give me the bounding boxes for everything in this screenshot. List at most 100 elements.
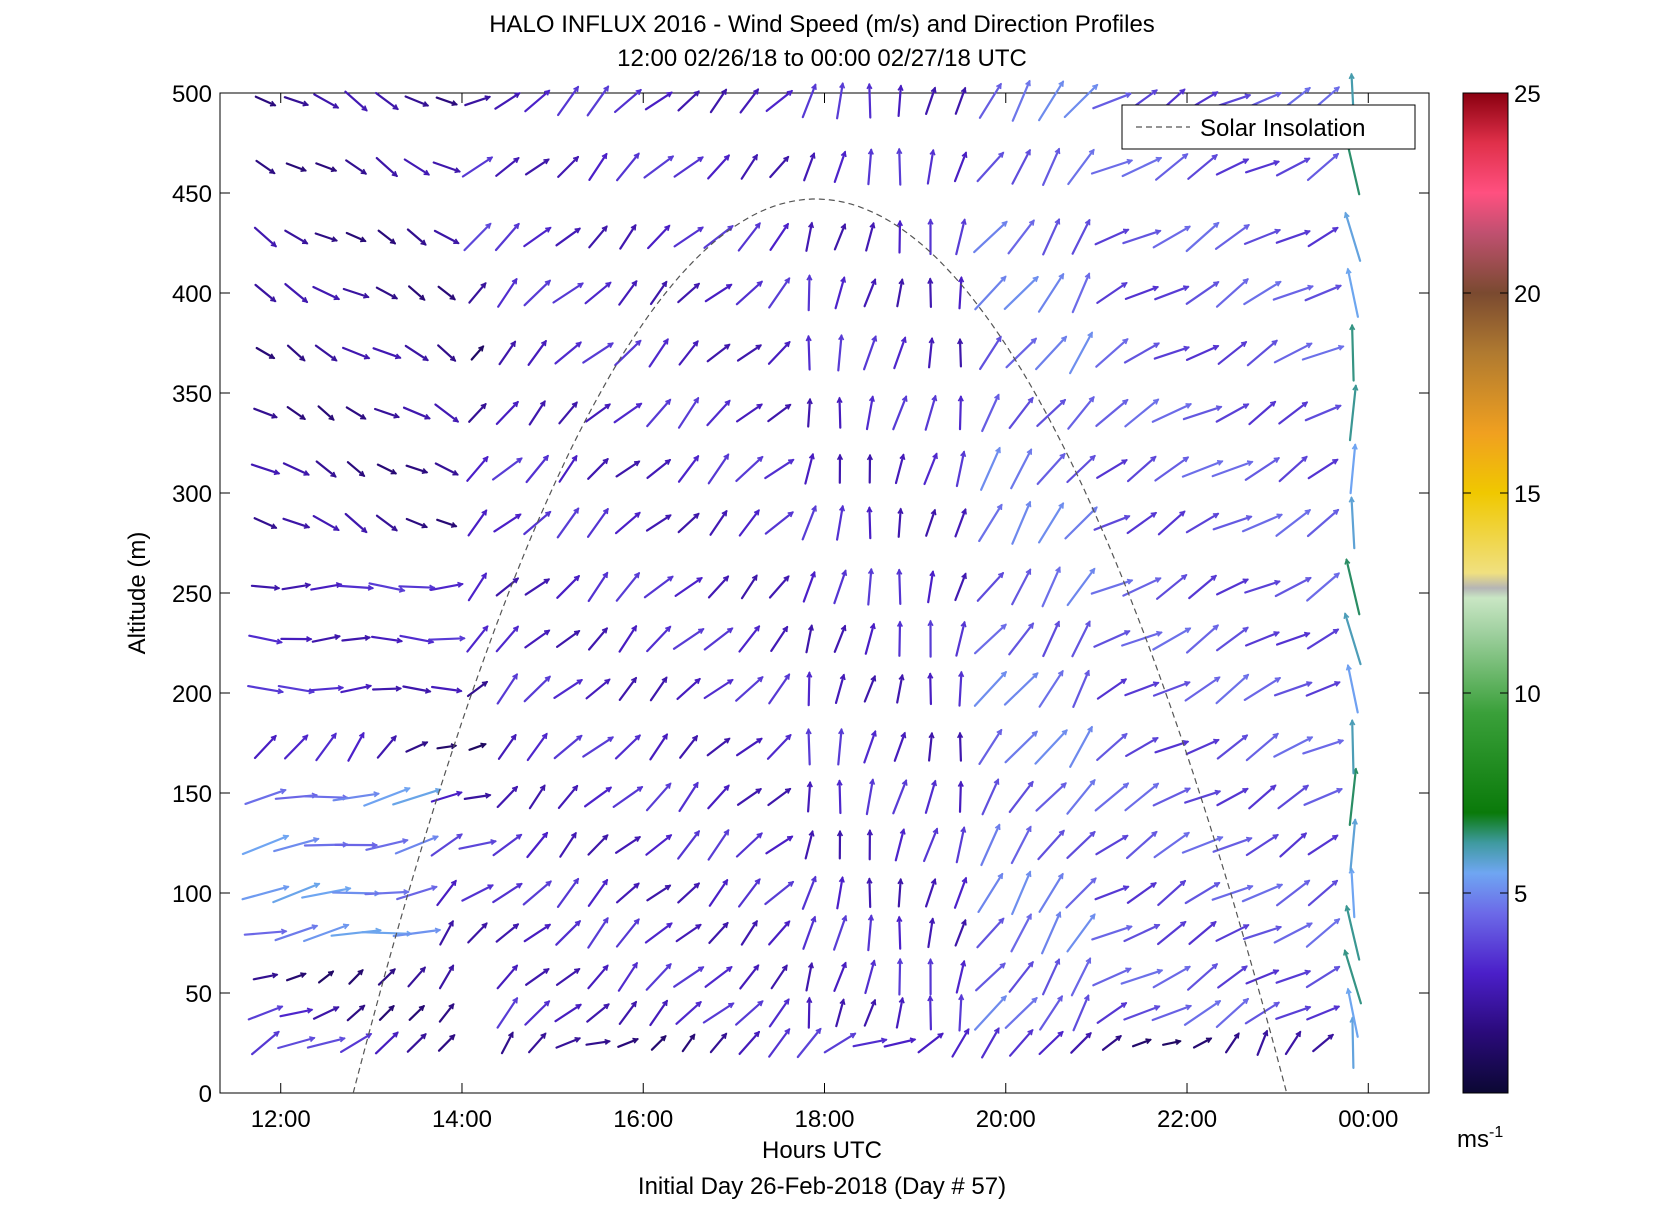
wind-arrow-head [358,731,365,739]
wind-arrow-shaft [1154,285,1190,301]
wind-arrow-head [997,571,1005,579]
wind-arrow-shaft [495,577,519,597]
wind-arrow-shaft [736,344,762,362]
wind-arrow-head [1275,925,1283,932]
wind-arrow [466,455,489,482]
wind-arrow-shaft [740,154,759,180]
wind-arrow-head [931,779,937,787]
wind-arrow [823,1032,857,1054]
wind-arrow-shaft [1090,579,1133,595]
wind-arrow-shaft [1344,612,1362,666]
wind-arrow-head [868,395,875,402]
wind-arrow-head [303,470,310,476]
wind-arrow-shaft [1188,920,1217,946]
wind-arrow-shaft [436,879,457,907]
wind-arrow [524,1000,551,1026]
wind-arrow-shaft [1041,958,1061,996]
wind-arrow-shaft [461,884,494,902]
wind-arrow-head [809,152,816,159]
wind-arrow [1246,339,1278,367]
wind-arrow-shaft [768,1028,791,1058]
wind-arrow-head [723,453,730,460]
wind-arrow-head [1088,395,1095,403]
wind-arrow [649,280,668,306]
wind-arrow-head [1121,459,1128,465]
wind-arrow [1090,578,1134,595]
wind-arrow [1241,883,1284,903]
wind-arrow [523,675,551,703]
wind-arrow-shaft [677,90,700,112]
wind-arrow-head [661,676,668,683]
wind-arrow-shaft [365,839,409,851]
wind-arrow [1244,1001,1280,1025]
wind-arrow-head [602,458,609,465]
colorbar-tick-label: 25 [1514,81,1541,108]
wind-arrow-head [539,784,546,791]
wind-arrow-shaft [1063,83,1099,119]
wind-arrow-shaft [832,915,847,951]
x-tick-label: 00:00 [1338,1106,1398,1133]
y-tick-label: 350 [172,381,212,408]
wind-arrow-shaft [1038,1030,1064,1056]
wind-arrow [555,227,581,247]
wind-arrow [1156,920,1187,946]
wind-arrow-head [1089,830,1096,838]
wind-arrow-shaft [978,728,1003,766]
wind-arrow [1244,457,1280,481]
wind-arrow-shaft [251,1030,280,1056]
wind-arrow-head [540,1032,547,1039]
wind-arrow-shaft [834,276,846,310]
wind-arrow [1005,337,1037,369]
wind-arrow [1215,673,1250,705]
wind-arrow [375,157,398,178]
wind-arrow-shaft [978,83,1002,119]
wind-arrow [557,155,580,178]
wind-arrow-shaft [1094,885,1130,901]
wind-arrow-shaft [1008,622,1035,656]
wind-arrow [522,880,552,906]
wind-arrow [1184,789,1222,804]
wind-arrow [346,461,366,477]
wind-arrow-shaft [585,678,611,700]
wind-arrow-head [755,344,762,351]
wind-arrow-head [960,218,967,225]
wind-arrow-shaft [1216,787,1249,807]
wind-arrow-head [1153,342,1160,349]
wind-arrow-shaft [770,625,789,653]
wind-arrow-head [806,996,813,1004]
wind-arrow-shaft [805,222,813,252]
wind-arrow [555,920,582,946]
wind-arrow-head [633,882,640,889]
wind-arrow-shaft [1011,149,1031,185]
wind-arrow-head [335,582,343,589]
wind-arrow [837,727,845,766]
wind-arrow-shaft [1101,1035,1122,1051]
wind-arrow-shaft [438,964,455,990]
wind-arrow-head [839,82,846,89]
wind-arrow-shaft [892,779,908,815]
wind-arrow-head [1151,89,1158,96]
wind-arrow-head [1025,500,1032,508]
wind-arrow [1279,832,1308,858]
wind-arrow-shaft [523,675,551,703]
wind-arrow-head [929,148,936,156]
wind-arrow [1034,335,1068,371]
wind-arrow-head [1303,879,1311,886]
wind-arrow [1349,818,1358,872]
wind-arrow [866,877,873,909]
wind-arrow [1305,965,1341,989]
wind-arrow-head [371,841,379,849]
wind-arrow-shaft [1181,836,1224,854]
wind-arrow-head [666,922,673,929]
wind-arrow-head [1179,879,1187,887]
wind-arrow-head [786,835,794,842]
wind-arrow-shaft [247,1005,283,1021]
wind-arrow [974,275,1007,311]
wind-arrow [866,82,873,119]
wind-arrow-shaft [898,958,902,996]
wind-arrow-shaft [1064,506,1098,540]
wind-arrow-shaft [461,156,493,178]
wind-arrow-head [1331,879,1339,886]
wind-arrow-shaft [770,964,788,990]
wind-arrow-shaft [1126,511,1157,535]
